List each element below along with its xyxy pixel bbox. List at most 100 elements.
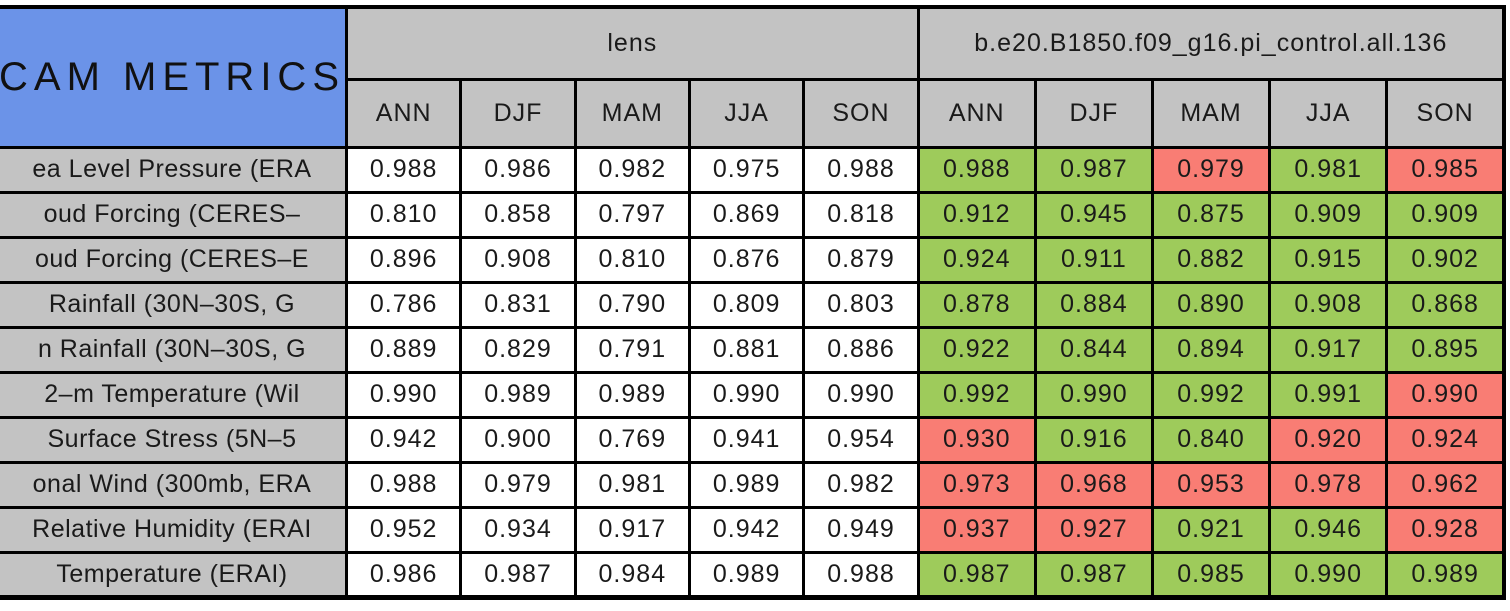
model-value-cell: 0.884: [1033, 280, 1154, 329]
table-row: ea Level Pressure (ERA 0.988 0.986 0.982 0.9…: [0, 145, 1506, 194]
table-row: Temperature (ERAI) 0.986 0.987 0.984 0.989 0.…: [0, 550, 1506, 599]
lens-value-cell: 0.989: [687, 550, 806, 599]
lens-value-cell: 0.797: [573, 190, 691, 239]
model-value-cell: 0.895: [1385, 325, 1506, 374]
model-value-cell: 0.924: [916, 235, 1037, 284]
lens-value-cell: 0.986: [344, 550, 463, 599]
model-value-cell: 0.968: [1033, 460, 1154, 509]
model-value-cell: 0.908: [1268, 280, 1389, 329]
season-header: ANN: [344, 77, 463, 149]
lens-value-cell: 0.831: [459, 280, 577, 329]
lens-value-cell: 0.791: [573, 325, 691, 374]
model-value-cell: 0.915: [1268, 235, 1389, 284]
lens-value-cell: 0.982: [802, 460, 920, 509]
lens-value-cell: 0.809: [687, 280, 806, 329]
lens-value-cell: 0.934: [459, 505, 577, 554]
lens-value-cell: 0.818: [802, 190, 920, 239]
table-row: Rainfall (30N–30S, G 0.786 0.831 0.790 0.809…: [0, 280, 1506, 329]
lens-value-cell: 0.990: [687, 370, 806, 419]
lens-value-cell: 0.949: [802, 505, 920, 554]
model-value-cell: 0.922: [916, 325, 1037, 374]
model-value-cell: 0.878: [916, 280, 1037, 329]
lens-value-cell: 0.990: [344, 370, 463, 419]
column-group-header: b.e20.B1850.f09_g16.pi_control.all.136: [916, 5, 1506, 81]
lens-value-cell: 0.989: [573, 370, 691, 419]
lens-value-cell: 0.908: [459, 235, 577, 284]
lens-value-cell: 0.941: [687, 415, 806, 464]
lens-value-cell: 0.810: [573, 235, 691, 284]
model-value-cell: 0.992: [1150, 370, 1272, 419]
group-header-row: CAM METRICS lens b.e20.B1850.f09_g16.pi_co…: [0, 5, 1506, 149]
season-header: MAM: [1150, 77, 1272, 149]
lens-value-cell: 0.881: [687, 325, 806, 374]
lens-value-cell: 0.769: [573, 415, 691, 464]
model-value-cell: 0.990: [1385, 370, 1506, 419]
table-row: oud Forcing (CERES–E 0.896 0.908 0.810 0.876…: [0, 235, 1506, 284]
table-row: oud Forcing (CERES– 0.810 0.858 0.797 0.869 0…: [0, 190, 1506, 239]
model-value-cell: 0.989: [1385, 550, 1506, 599]
model-value-cell: 0.978: [1268, 460, 1389, 509]
lens-value-cell: 0.869: [687, 190, 806, 239]
model-value-cell: 0.840: [1150, 415, 1272, 464]
metric-row-label: 2–m Temperature (Wil: [0, 370, 348, 419]
metric-row-label: Surface Stress (5N–5: [0, 415, 348, 464]
season-header: JJA: [1268, 77, 1389, 149]
model-value-cell: 0.985: [1385, 145, 1506, 194]
lens-value-cell: 0.989: [459, 370, 577, 419]
model-value-cell: 0.902: [1385, 235, 1506, 284]
table-body: ea Level Pressure (ERA 0.988 0.986 0.982 0.9…: [0, 145, 1506, 599]
lens-value-cell: 0.876: [687, 235, 806, 284]
lens-value-cell: 0.989: [687, 460, 806, 509]
model-value-cell: 0.894: [1150, 325, 1272, 374]
model-value-cell: 0.985: [1150, 550, 1272, 599]
lens-value-cell: 0.988: [344, 460, 463, 509]
metric-row-label: oud Forcing (CERES–: [0, 190, 348, 239]
model-value-cell: 0.920: [1268, 415, 1389, 464]
model-value-cell: 0.981: [1268, 145, 1389, 194]
model-value-cell: 0.987: [1033, 145, 1154, 194]
model-value-cell: 0.844: [1033, 325, 1154, 374]
metric-row-label: Temperature (ERAI): [0, 550, 348, 599]
metric-row-label: oud Forcing (CERES–E: [0, 235, 348, 284]
model-value-cell: 0.928: [1385, 505, 1506, 554]
lens-value-cell: 0.990: [802, 370, 920, 419]
metric-row-label: n Rainfall (30N–30S, G: [0, 325, 348, 374]
model-value-cell: 0.953: [1150, 460, 1272, 509]
lens-value-cell: 0.858: [459, 190, 577, 239]
model-value-cell: 0.927: [1033, 505, 1154, 554]
lens-value-cell: 0.988: [344, 145, 463, 194]
season-header: JJA: [687, 77, 806, 149]
model-value-cell: 0.945: [1033, 190, 1154, 239]
season-header-row: ANN DJF MAM JJA SON ANN DJF MAM JJA SON: [0, 77, 1506, 149]
season-header: ANN: [916, 77, 1037, 149]
lens-value-cell: 0.952: [344, 505, 463, 554]
lens-value-cell: 0.886: [802, 325, 920, 374]
season-header: SON: [802, 77, 920, 149]
season-header: DJF: [1033, 77, 1154, 149]
season-header: SON: [1385, 77, 1506, 149]
model-value-cell: 0.868: [1385, 280, 1506, 329]
model-value-cell: 0.909: [1385, 190, 1506, 239]
lens-value-cell: 0.900: [459, 415, 577, 464]
model-value-cell: 0.921: [1150, 505, 1272, 554]
lens-value-cell: 0.979: [459, 460, 577, 509]
model-value-cell: 0.882: [1150, 235, 1272, 284]
metric-row-label: Relative Humidity (ERAI: [0, 505, 348, 554]
lens-value-cell: 0.988: [802, 550, 920, 599]
model-value-cell: 0.962: [1385, 460, 1506, 509]
table-row: onal Wind (300mb, ERA 0.988 0.979 0.981 0.98…: [0, 460, 1506, 509]
table-row: Relative Humidity (ERAI 0.952 0.934 0.917 0.…: [0, 505, 1506, 554]
model-value-cell: 0.988: [916, 145, 1037, 194]
metric-row-label: ea Level Pressure (ERA: [0, 145, 348, 194]
model-value-cell: 0.917: [1268, 325, 1389, 374]
lens-value-cell: 0.942: [687, 505, 806, 554]
lens-value-cell: 0.981: [573, 460, 691, 509]
model-value-cell: 0.987: [916, 550, 1037, 599]
table-row: Surface Stress (5N–5 0.942 0.900 0.769 0.941…: [0, 415, 1506, 464]
model-value-cell: 0.937: [916, 505, 1037, 554]
lens-value-cell: 0.984: [573, 550, 691, 599]
model-value-cell: 0.911: [1033, 235, 1154, 284]
lens-value-cell: 0.982: [573, 145, 691, 194]
model-value-cell: 0.987: [1033, 550, 1154, 599]
lens-value-cell: 0.987: [459, 550, 577, 599]
